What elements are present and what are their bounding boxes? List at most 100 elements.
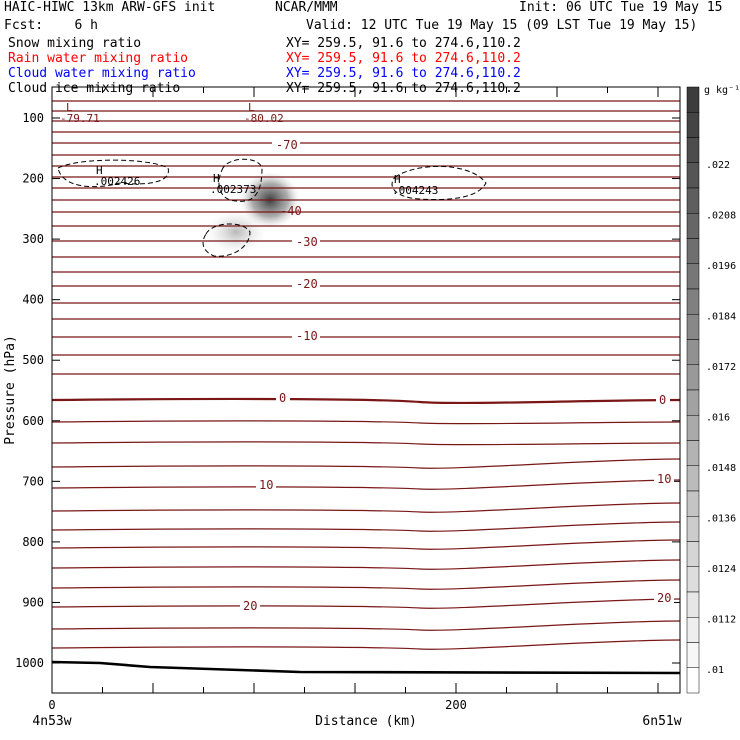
x-axis-label: Distance (km) xyxy=(315,714,417,729)
colorbar-label: .0208 xyxy=(706,211,736,222)
colorbar-label: .0136 xyxy=(706,514,736,525)
isotherm-line xyxy=(51,373,681,375)
header-fcst: Fcst: 6 h xyxy=(4,18,98,33)
colorbar-segment xyxy=(686,440,700,466)
colorbar-segment xyxy=(686,288,700,315)
y-tick-label: 500 xyxy=(22,353,44,367)
field-name-rain: Rain water mixing ratio xyxy=(8,51,189,66)
field-name-cloud-water: Cloud water mixing ratio xyxy=(8,66,196,81)
isotherm-line xyxy=(51,479,681,490)
isotherm-label: 20 xyxy=(657,591,671,605)
isotherm-label: -30 xyxy=(296,235,318,249)
colorbar-segment xyxy=(686,541,700,567)
high-marker: H xyxy=(213,172,220,185)
isotherm-line xyxy=(51,142,681,144)
y-tick-label: 800 xyxy=(22,535,44,549)
colorbar-segment xyxy=(686,415,700,441)
isotherm-contours xyxy=(51,100,681,650)
colorbar-segment xyxy=(686,314,700,340)
isotherm-line xyxy=(51,521,681,532)
isotherm-line xyxy=(51,336,681,338)
cloud-ice-contours xyxy=(57,158,487,257)
field-xy-cloud-ice: XY= 259.5, 91.6 to 274.6,110.2 xyxy=(286,81,521,96)
colorbar-label: .01 xyxy=(706,665,724,676)
cloud-ice-contour xyxy=(57,159,169,188)
field-xy-snow: XY= 259.5, 91.6 to 274.6,110.2 xyxy=(286,36,521,51)
y-tick-label: 900 xyxy=(22,595,44,609)
isotherm-line xyxy=(51,100,681,102)
isotherm-line xyxy=(51,131,681,133)
colorbar-segment xyxy=(686,137,700,163)
high-marker: H xyxy=(96,164,103,177)
cloud-ice-contour xyxy=(391,165,487,201)
colorbar-label: .022 xyxy=(706,160,730,171)
y-tick-label: 1000 xyxy=(15,656,44,670)
field-name-cloud-ice: Cloud ice mixing ratio xyxy=(8,81,181,96)
low-value: -79.71 xyxy=(60,112,100,125)
y-tick-label: 100 xyxy=(22,111,44,125)
isotherm-line xyxy=(51,211,681,213)
header-valid: Valid: 12 UTC Tue 19 May 15 (09 LST Tue … xyxy=(306,18,698,33)
colorbar-label: .016 xyxy=(706,413,730,424)
isotherm-line xyxy=(51,458,681,469)
colorbar-label: .0124 xyxy=(706,564,736,575)
header-title: HAIC-HIWC 13km ARW-GFS init xyxy=(4,0,216,15)
colorbar-label: .0112 xyxy=(706,615,736,626)
x-endpoint-left: 4n53w xyxy=(32,714,71,729)
isotherm-line xyxy=(51,579,681,590)
snow-shading-tail xyxy=(206,210,266,254)
colorbar-segment xyxy=(686,566,700,593)
isotherm-line xyxy=(51,639,681,650)
colorbar-label: .0172 xyxy=(706,362,736,373)
colorbar: .022 .0208 .0196 .0184 .0172 .016 .0148 .0136 .0… xyxy=(686,86,736,694)
isotherm-line xyxy=(51,420,681,425)
isotherm-label: -20 xyxy=(296,277,318,291)
colorbar-segment xyxy=(686,591,700,618)
cloud-ice-contour xyxy=(218,158,263,202)
colorbar-segment xyxy=(686,516,700,542)
isotherm-label: -10 xyxy=(296,329,318,343)
isotherm-label: -40 xyxy=(280,204,302,218)
isotherm-label: -70 xyxy=(276,138,298,152)
isotherm-line xyxy=(51,199,681,201)
isotherm-labels: -70 -40 -30 -20 -10 0 0 10 10 20 20 xyxy=(240,138,674,613)
low-marker: L xyxy=(66,101,73,114)
x-tick-label: 0 xyxy=(48,698,55,712)
isotherm-line xyxy=(51,302,681,304)
field-name-snow: Snow mixing ratio xyxy=(8,36,142,51)
colorbar-segment xyxy=(686,339,700,365)
isotherm-line xyxy=(51,354,681,356)
x-tick-label: 200 xyxy=(445,698,467,712)
colorbar-segment xyxy=(686,667,700,694)
isotherm-line xyxy=(51,620,681,631)
isotherm-line xyxy=(51,240,681,242)
colorbar-unit: g kg⁻¹ xyxy=(704,85,740,96)
colorbar-segment xyxy=(686,213,700,239)
colorbar-segment xyxy=(686,364,700,391)
y-tick-label: 300 xyxy=(22,232,44,246)
isotherm-line xyxy=(51,539,681,550)
isotherm-line xyxy=(51,176,681,178)
low-marker: L xyxy=(248,101,255,114)
colorbar-segment xyxy=(686,465,700,492)
colorbar-segment xyxy=(686,162,700,189)
field-xy-cloud-water: XY= 259.5, 91.6 to 274.6,110.2 xyxy=(286,66,521,81)
isotherm-line xyxy=(51,225,681,227)
y-axis-label: Pressure (hPa) xyxy=(3,335,18,445)
colorbar-segment xyxy=(686,490,700,517)
isotherm-line xyxy=(51,120,681,122)
plot-frame xyxy=(51,86,681,694)
colorbar-segment xyxy=(686,617,700,643)
header-init: Init: 06 UTC Tue 19 May 15 xyxy=(519,0,723,15)
y-tick-label: 600 xyxy=(22,414,44,428)
isotherm-label: 20 xyxy=(243,599,257,613)
ground-line xyxy=(51,660,681,675)
colorbar-segment xyxy=(686,642,700,668)
isotherm-line xyxy=(51,441,681,446)
colorbar-label: .0148 xyxy=(706,463,736,474)
colorbar-segment xyxy=(686,389,700,416)
isotherm-label: 10 xyxy=(259,478,273,492)
high-value: .002373 xyxy=(210,183,256,196)
